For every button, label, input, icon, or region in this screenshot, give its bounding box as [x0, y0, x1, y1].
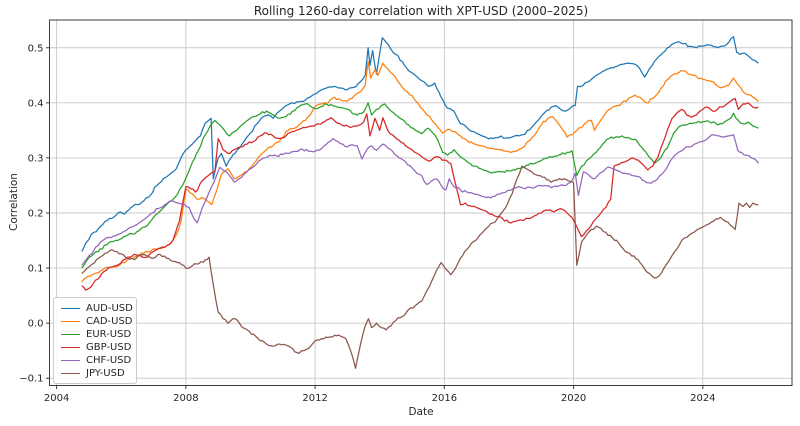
x-tick-label: 2024 — [690, 393, 715, 404]
x-tick-label: 2012 — [302, 393, 327, 404]
y-tick-label: 0.1 — [28, 264, 44, 275]
legend-item-AUD-USD: AUD-USD — [61, 302, 133, 315]
axes-spines — [49, 19, 793, 386]
series-line-GBP-USD — [81, 97, 759, 291]
y-tick-label: 0.4 — [28, 98, 44, 109]
y-tick-label: 0.0 — [28, 319, 44, 330]
series-line-JPY-USD — [81, 165, 759, 369]
legend-line-sample — [61, 373, 80, 374]
y-tick-label: −0.1 — [19, 374, 43, 385]
y-axis-label: Correlation — [8, 173, 20, 231]
y-tick-label: 0.5 — [28, 43, 44, 54]
legend-label: GBP-USD — [86, 342, 132, 353]
series-line-CAD-USD — [81, 60, 759, 283]
x-tick-label: 2020 — [561, 393, 586, 404]
legend-label: AUD-USD — [86, 303, 133, 314]
legend-line-sample — [61, 360, 80, 361]
legend-item-JPY-USD: JPY-USD — [61, 367, 129, 380]
series-line-CHF-USD — [81, 134, 759, 266]
x-tick-label: 2004 — [44, 393, 69, 404]
legend-line-sample — [61, 308, 80, 309]
legend-label: CAD-USD — [86, 316, 133, 327]
legend-line-sample — [61, 347, 80, 348]
legend-label: EUR-USD — [86, 329, 132, 340]
x-tick-label: 2008 — [173, 393, 198, 404]
series-line-EUR-USD — [81, 102, 759, 269]
y-tick-label: 0.3 — [28, 153, 44, 164]
legend: AUD-USD CAD-USD EUR-USD GBP-USD CHF-USD JPY-U… — [53, 297, 137, 384]
legend-line-sample — [61, 334, 80, 335]
legend-item-CHF-USD: CHF-USD — [61, 354, 132, 367]
legend-label: JPY-USD — [86, 368, 125, 379]
x-tick-label: 2016 — [432, 393, 457, 404]
legend-item-CAD-USD: CAD-USD — [61, 315, 133, 328]
series-line-AUD-USD — [81, 36, 759, 252]
legend-line-sample — [61, 321, 80, 322]
legend-label: CHF-USD — [86, 355, 132, 366]
x-axis-label: Date — [408, 406, 434, 418]
legend-item-GBP-USD: GBP-USD — [61, 341, 132, 354]
legend-item-EUR-USD: EUR-USD — [61, 328, 132, 341]
chart-title: Rolling 1260-day correlation with XPT-US… — [253, 4, 589, 18]
y-tick-label: 0.2 — [28, 208, 44, 219]
